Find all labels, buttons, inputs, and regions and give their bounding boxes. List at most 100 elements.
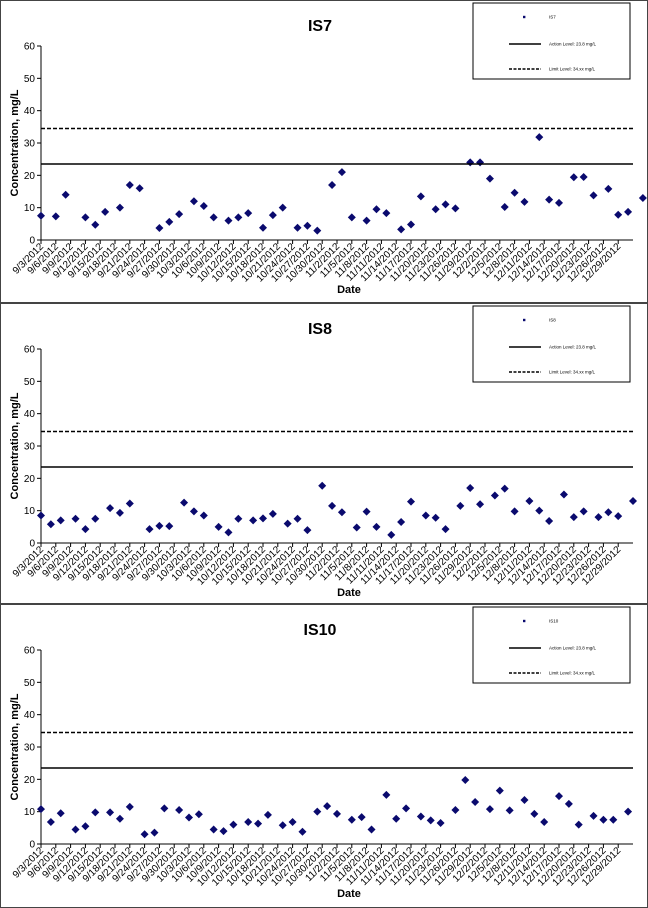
data-point [199,511,208,520]
data-point [337,168,346,177]
chart-title: IS7 [308,18,332,35]
data-point [347,815,356,824]
data-point [263,810,272,819]
data-point [456,501,465,510]
data-point [461,775,470,784]
data-point [402,804,411,813]
data-point [46,520,55,529]
data-point [476,500,485,509]
data-point [485,805,494,814]
data-point [367,825,376,834]
data-point [303,526,312,535]
data-point [579,507,588,516]
legend-label: Limit Level: 34.xx mg/L [549,671,596,676]
data-point [293,223,302,232]
data-point [268,509,277,518]
data-point [56,516,65,525]
data-point [71,514,80,523]
legend-box [472,606,631,684]
data-point [303,221,312,230]
data-point [614,210,623,219]
data-point [505,806,514,815]
data-point [209,825,218,834]
data-point [407,497,415,506]
data-point [165,522,174,531]
data-point [540,818,549,827]
y-tick-label: 60 [24,646,36,657]
data-point [510,188,519,197]
data-point [387,530,396,539]
data-point [189,507,198,516]
data-point [624,807,633,816]
data-point [199,202,208,211]
data-point [352,523,361,532]
data-point [362,216,371,225]
data-point [451,806,460,815]
data-point [372,205,381,214]
data-point [115,203,124,212]
data-point [426,816,435,825]
legend-box [472,2,631,80]
data-point [535,506,544,515]
data-point [56,809,65,818]
data-point [545,517,554,526]
y-tick-label: 40 [24,106,36,117]
data-point [397,517,406,526]
data-point [629,496,637,505]
data-point [500,203,509,212]
chart-panel-2: IS801020304050609/3/20129/6/20129/9/2012… [0,303,648,604]
legend: IS10 Action Level: 23.8 mg/L Limit Level: … [472,606,631,684]
data-point [323,802,332,811]
data-point [555,792,563,801]
data-point [115,508,124,517]
data-point [495,786,504,795]
y-tick-label: 10 [24,203,36,214]
data-point [150,828,159,837]
data-point [298,827,307,836]
data-point [194,810,203,819]
data-point [229,820,238,829]
legend-marker [523,318,526,322]
data-point [155,521,164,530]
y-tick-label: 10 [24,807,36,818]
data-point [224,216,233,225]
data-point [165,217,174,226]
data-point [37,211,45,220]
legend-box [472,305,631,383]
data-point [372,522,381,531]
data-point [416,192,425,201]
y-tick-label: 10 [24,506,36,517]
data-point [510,507,519,516]
data-point [268,211,277,220]
data-point [189,197,198,206]
data-point [357,813,366,822]
data-point [441,525,450,534]
data-point [564,799,573,808]
data-point [520,796,529,805]
data-point [500,484,509,493]
legend-label: IS8 [549,318,556,323]
data-point [234,514,243,523]
data-point [604,184,613,193]
legend-label: Limit Level: 34.xx mg/L [549,67,596,72]
data-point [293,514,302,523]
data-point [61,190,70,199]
data-point [466,484,475,493]
data-point [46,818,55,827]
data-point [431,513,440,522]
data-point [441,200,450,209]
data-point [574,820,583,829]
y-tick-label: 0 [29,840,35,851]
chart-panel-3: IS1001020304050609/3/20129/6/20129/9/201… [0,604,648,908]
data-point [125,181,134,190]
data-point [471,797,480,806]
data-point [638,193,647,202]
y-tick-label: 50 [24,377,36,388]
data-point [318,481,327,490]
data-point [392,814,401,823]
data-point [180,498,189,507]
data-point [609,815,618,824]
data-point [81,525,90,534]
data-point [407,220,415,229]
data-point [337,508,346,517]
